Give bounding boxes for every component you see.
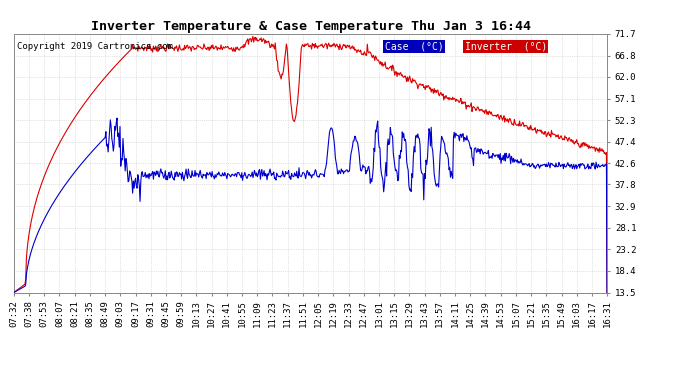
- Text: Copyright 2019 Cartronics.com: Copyright 2019 Cartronics.com: [17, 42, 172, 51]
- Title: Inverter Temperature & Case Temperature Thu Jan 3 16:44: Inverter Temperature & Case Temperature …: [90, 20, 531, 33]
- Text: Case  (°C): Case (°C): [385, 42, 444, 51]
- Text: Inverter  (°C): Inverter (°C): [465, 42, 547, 51]
